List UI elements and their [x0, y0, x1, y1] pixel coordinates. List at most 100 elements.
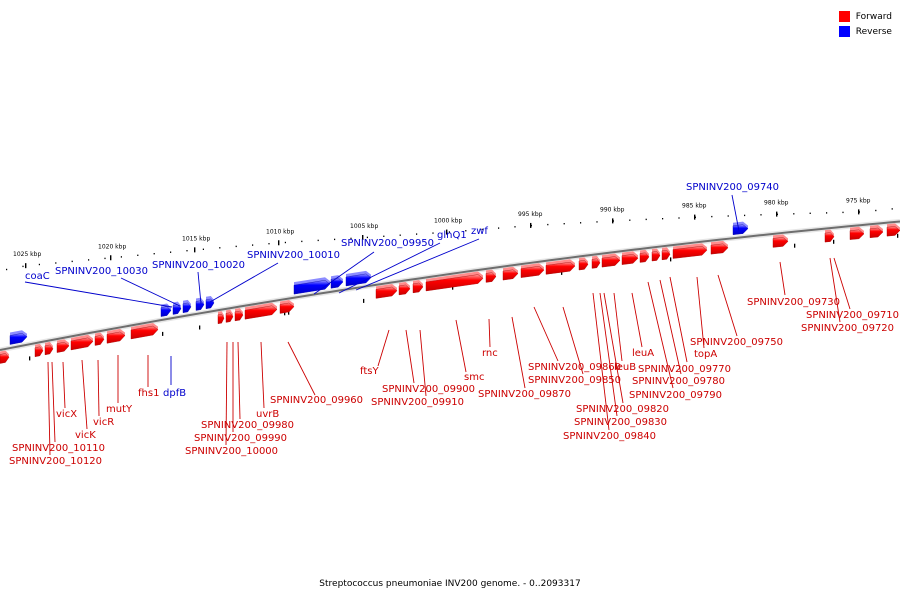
- forward-gene: [849, 226, 865, 240]
- gene-label: uvrB: [256, 409, 279, 420]
- leader-line: [81, 359, 88, 430]
- legend: Forward Reverse: [838, 9, 892, 39]
- forward-gene: [578, 257, 589, 271]
- leader-line: [592, 292, 610, 431]
- gene-label: SPNINV200_09850: [528, 375, 621, 386]
- forward-gene: [70, 334, 94, 351]
- track-mark: [29, 356, 31, 361]
- forward-gene: [601, 253, 621, 268]
- track-mark: [561, 270, 563, 275]
- gene-label: smc: [464, 372, 484, 383]
- leader-line: [47, 361, 51, 456]
- legend-reverse-label: Reverse: [855, 26, 892, 37]
- gene-label: vicR: [93, 417, 114, 428]
- ruler-tick: [612, 218, 614, 224]
- track-mark: [833, 239, 835, 244]
- forward-gene: [502, 266, 519, 281]
- reverse-gene: [182, 299, 192, 313]
- forward-gene: [34, 343, 44, 357]
- leader-line: [287, 341, 316, 396]
- leader-line: [829, 257, 841, 323]
- forward-gene: [375, 283, 398, 299]
- gene-label: SPNINV200_09840: [563, 431, 656, 442]
- track-mark: [452, 285, 454, 290]
- gene-label: topA: [694, 349, 717, 360]
- leader-line: [647, 281, 674, 389]
- leader-line: [225, 341, 228, 446]
- gene-label: SPNINV200_10030: [55, 266, 148, 277]
- leader-line: [355, 238, 480, 291]
- gene-label: SPNINV200_09990: [194, 433, 287, 444]
- gene-label: SPNINV200_09870: [478, 389, 571, 400]
- gene-label: mutY: [106, 404, 133, 415]
- gene-label: SPNINV200_10010: [247, 250, 340, 261]
- gene-label: SPNINV200_09740: [686, 182, 779, 193]
- forward-gene: [44, 341, 54, 356]
- leader-line: [833, 257, 851, 310]
- ruler-label: 990 kbp: [600, 206, 625, 213]
- forward-gene: [824, 229, 835, 243]
- gene-label: zwf: [471, 226, 488, 237]
- gene-label: leuA: [632, 348, 654, 359]
- forward-swatch: [838, 11, 850, 22]
- leader-line: [779, 261, 786, 296]
- genome-caption: Streptococcus pneumoniae INV200 genome. …: [319, 579, 581, 589]
- ruler-label: 1015 kbp: [182, 235, 210, 242]
- legend-forward-label: Forward: [855, 11, 892, 22]
- legend-reverse: Reverse: [838, 24, 892, 39]
- leader-line: [511, 316, 526, 389]
- ruler-tick: [110, 255, 112, 261]
- gene-label: SPNINV200_09860: [528, 362, 621, 373]
- forward-gene: [244, 302, 278, 320]
- forward-gene: [398, 281, 411, 296]
- gene-label: vicX: [56, 409, 77, 420]
- forward-gene: [621, 251, 639, 265]
- ruler-label: 975 kbp: [846, 197, 871, 204]
- forward-gene: [886, 223, 900, 237]
- track-mark: [288, 310, 290, 315]
- forward-gene: [772, 234, 789, 248]
- gene-label: SPNINV200_09780: [632, 376, 725, 387]
- gene-label: SPNINV200_09900: [382, 384, 475, 395]
- leader-line: [338, 242, 441, 294]
- ruler-label: 1020 kbp: [98, 243, 126, 250]
- leader-line: [599, 292, 618, 417]
- reverse-gene: [293, 277, 331, 295]
- gene-label: SPNINV200_09750: [690, 337, 783, 348]
- leader-line: [419, 329, 427, 397]
- track-mark: [162, 331, 164, 336]
- forward-gene: [485, 269, 497, 283]
- forward-gene: [672, 243, 708, 259]
- reverse-gene: [330, 275, 344, 289]
- forward-gene: [545, 259, 576, 275]
- leader-line: [209, 262, 279, 303]
- gene-label: SPNINV200_09720: [801, 323, 894, 334]
- gene-label: SPNINV200_10020: [152, 260, 245, 271]
- track-mark: [794, 243, 796, 248]
- reverse-gene: [345, 270, 372, 287]
- gene-label: SPNINV200_09910: [371, 397, 464, 408]
- forward-gene: [94, 332, 105, 346]
- leader-line: [455, 319, 467, 373]
- gene-label: leuB: [614, 362, 636, 373]
- track-mark: [284, 311, 286, 316]
- gene-label: SPNINV200_09770: [638, 364, 731, 375]
- gene-label: SPNINV200_09730: [747, 297, 840, 308]
- ruler-label: 980 kbp: [764, 200, 789, 207]
- ruler-label: 1000 kbp: [434, 218, 462, 225]
- gene-label: SPNINV200_09710: [806, 310, 899, 321]
- forward-gene: [661, 247, 671, 261]
- ruler-label: 1025 kbp: [13, 251, 41, 258]
- forward-gene: [130, 323, 159, 340]
- reverse-swatch: [838, 26, 850, 37]
- track-mark: [363, 298, 365, 303]
- gene-label: SPNINV200_10120: [9, 456, 102, 467]
- forward-gene: [225, 309, 234, 323]
- forward-gene: [217, 311, 225, 324]
- leader-line: [97, 359, 100, 417]
- forward-gene: [710, 240, 729, 255]
- gene-label: SPNINV200_09820: [576, 404, 669, 415]
- gene-label: glnQ1: [437, 230, 467, 241]
- forward-gene: [106, 328, 126, 344]
